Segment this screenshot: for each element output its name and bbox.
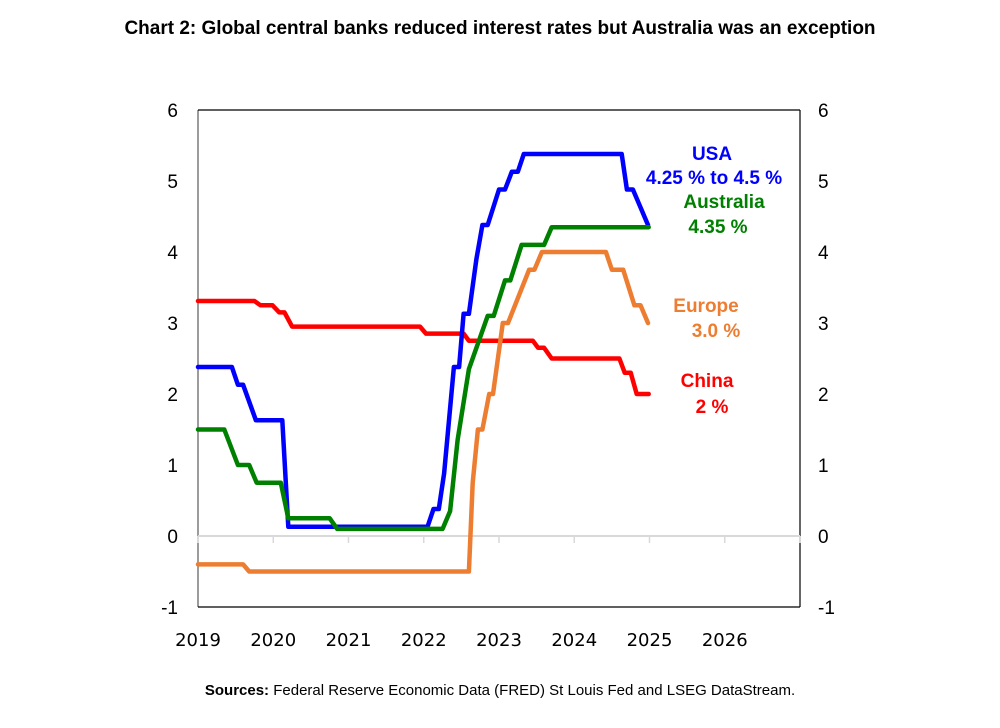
y-tick-label-right: 5 [818, 172, 829, 193]
y-tick-label-left: 3 [167, 314, 178, 335]
y-tick-label-left: 5 [167, 172, 178, 193]
chart-axes [197, 109, 801, 608]
series-line-australia [195, 224, 651, 532]
y-tick-label-right: 6 [818, 101, 829, 122]
y-tick-label-left: 2 [167, 385, 178, 406]
series-line-usa [195, 151, 651, 530]
y-tick-label-right: 2 [818, 385, 829, 406]
x-tick-label: 2026 [702, 630, 748, 651]
series-value-australia: 4.35 % [688, 217, 747, 238]
y-tick-label-right: -1 [818, 598, 835, 619]
y-tick-label-right: 0 [818, 527, 829, 548]
x-tick-label: 2021 [326, 630, 372, 651]
x-tick-label: 2020 [250, 630, 296, 651]
chart-annotations: China 2 % USA 4.25 % to 4.5 % Australia 4.35 … [646, 144, 782, 418]
y-tick-label-right: 1 [818, 456, 829, 477]
x-tick-label: 2019 [175, 630, 221, 651]
y-tick-label-left: 1 [167, 456, 178, 477]
chart-title: Chart 2: Global central banks reduced in… [124, 18, 876, 39]
y-tick-label-left: 6 [167, 101, 178, 122]
chart-ticks: 6 5 4 3 2 1 0 -1 6 5 4 3 2 1 0 -1 2019 2020 2021 2022 2023 20… [161, 101, 835, 651]
y-tick-label-left: 0 [167, 527, 178, 548]
series-label-china: China [681, 371, 734, 392]
series-line-europe [195, 249, 651, 574]
series-value-europe: 3.0 % [692, 321, 741, 342]
sources-label: Sources: [204, 682, 270, 699]
series-label-australia: Australia [683, 192, 765, 213]
series-line-china [195, 298, 651, 397]
x-tick-label: 2023 [476, 630, 522, 651]
series-value-china: 2 % [696, 397, 729, 418]
series-value-usa: 4.25 % to 4.5 % [646, 168, 782, 189]
sources-text: Federal Reserve Economic Data (FRED) St … [269, 682, 796, 699]
y-tick-label-left: -1 [161, 598, 178, 619]
y-tick-label-left: 4 [167, 243, 178, 264]
y-tick-label-right: 4 [818, 243, 829, 264]
chart-series [195, 151, 651, 574]
series-label-europe: Europe [673, 296, 738, 317]
x-tick-label: 2024 [551, 630, 597, 651]
sources-note: Sources: Federal Reserve Economic Data (… [0, 682, 1000, 699]
series-label-usa: USA [692, 144, 732, 165]
x-tick-label: 2022 [401, 630, 447, 651]
x-tick-label: 2025 [627, 630, 673, 651]
y-tick-label-right: 3 [818, 314, 829, 335]
